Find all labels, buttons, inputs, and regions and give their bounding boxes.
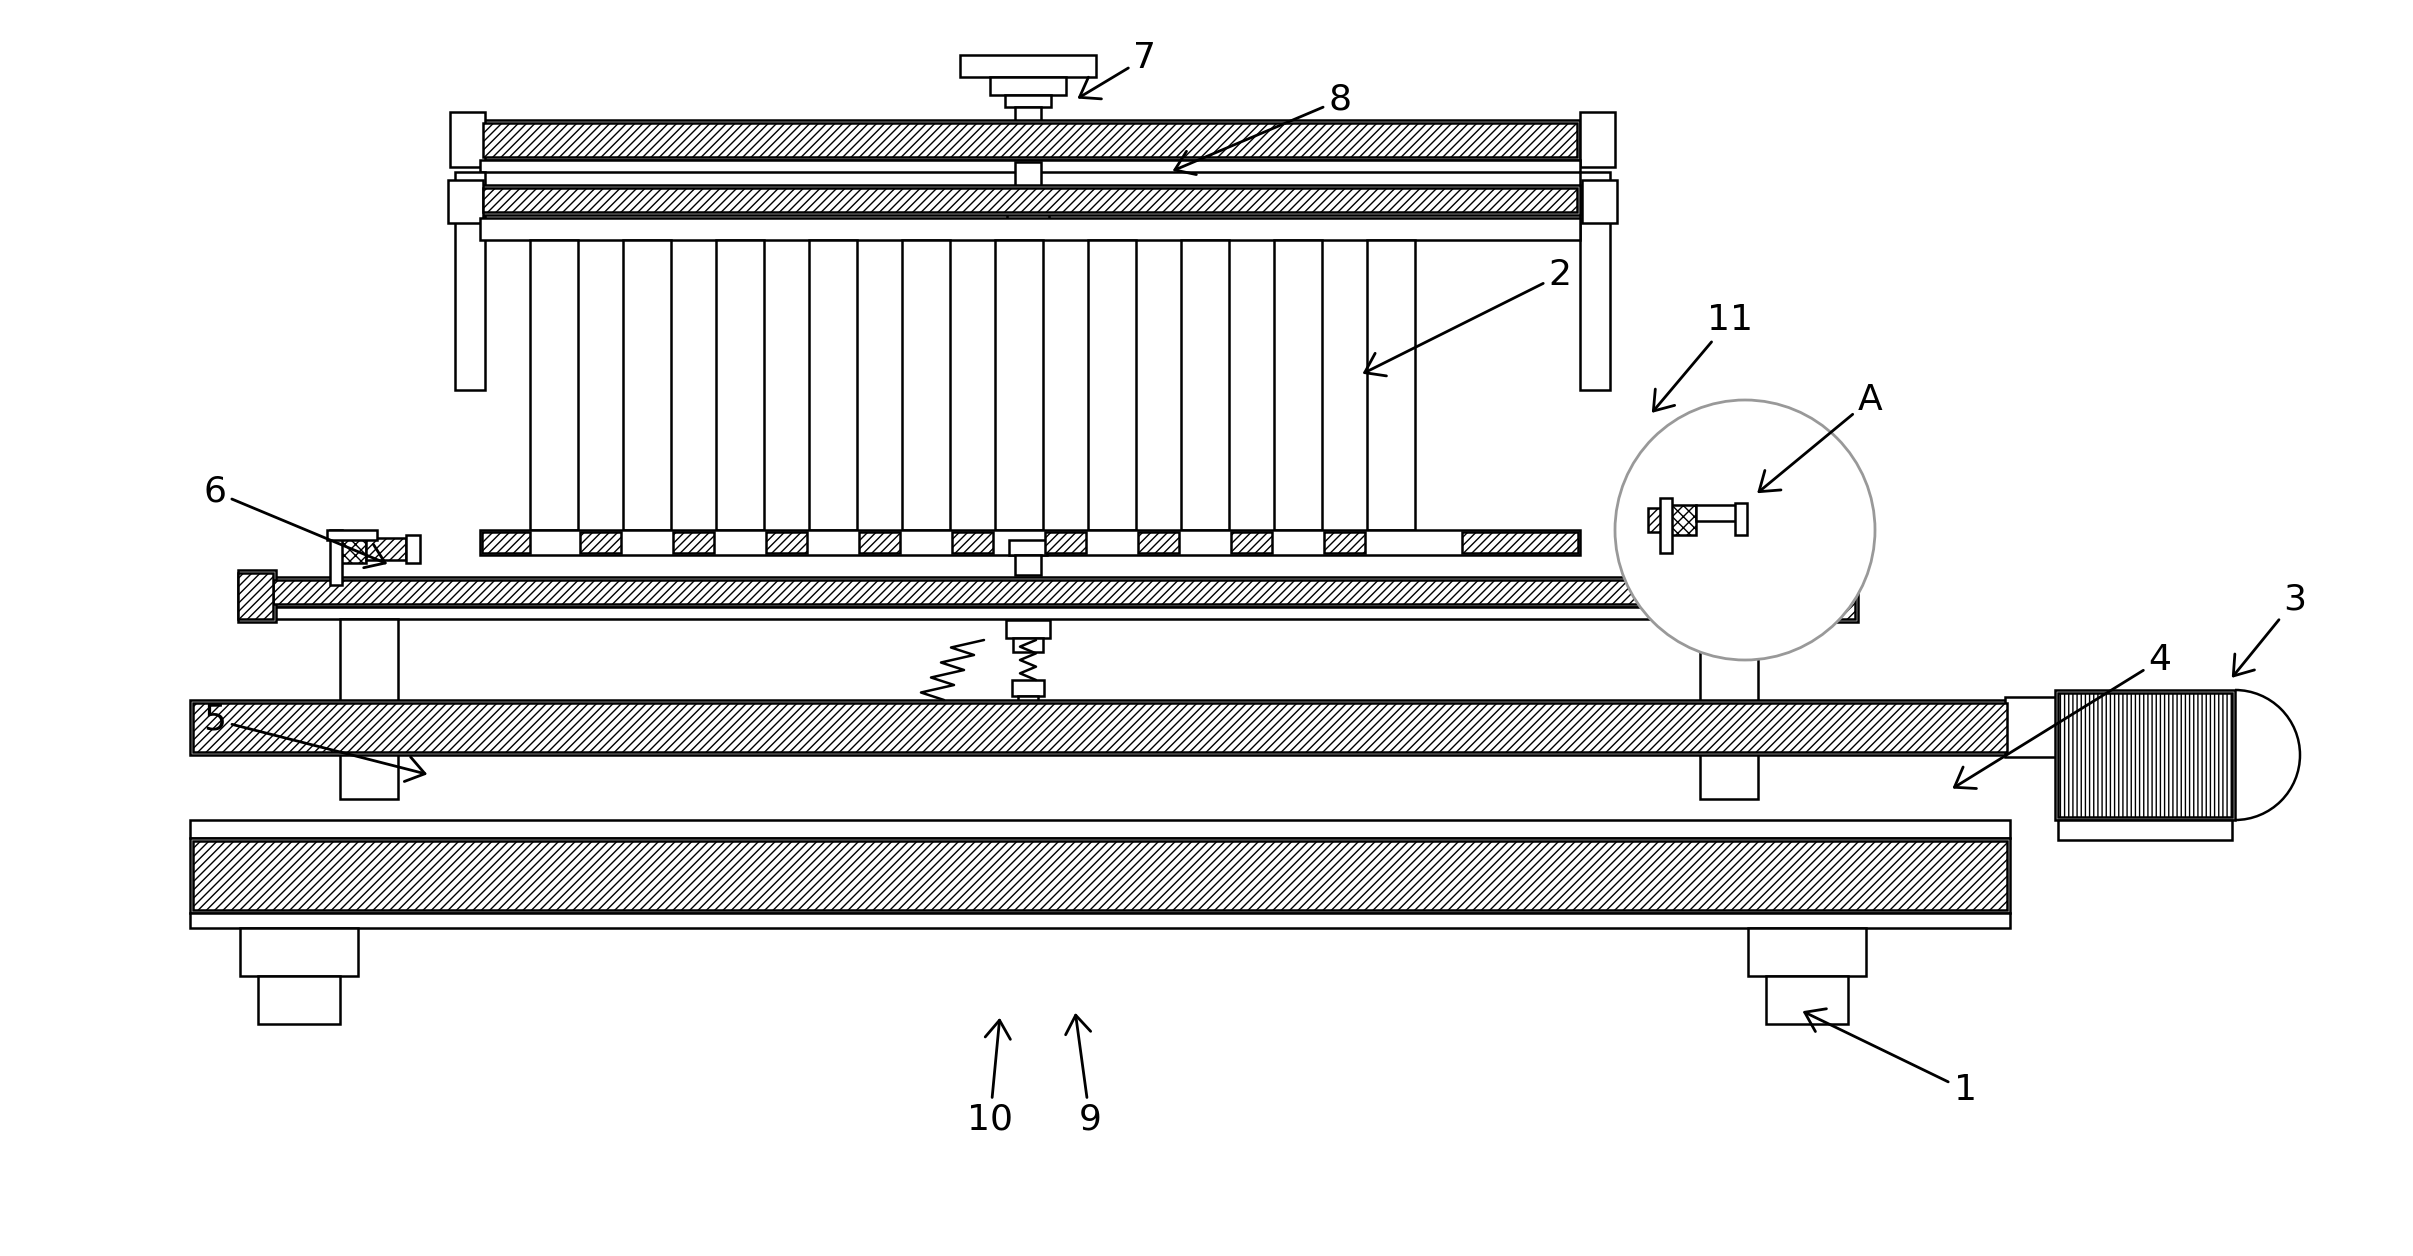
Bar [1819, 573, 1856, 619]
Bar [1274, 240, 1322, 530]
Bar [531, 240, 579, 530]
Bar [808, 240, 857, 530]
Bar [273, 580, 1817, 604]
Bar [1667, 505, 1696, 535]
Bar [1626, 535, 1641, 563]
Bar [191, 913, 2010, 928]
Bar [2058, 820, 2232, 840]
Bar [480, 219, 1581, 240]
Bar [960, 55, 1096, 77]
Bar [1088, 240, 1137, 530]
Bar [239, 570, 275, 622]
Bar [1581, 112, 1614, 167]
Bar [1009, 540, 1047, 555]
Bar [449, 112, 485, 167]
Bar [1011, 679, 1045, 696]
Bar [480, 185, 1581, 215]
Text: 2: 2 [1366, 257, 1571, 376]
Bar [258, 976, 340, 1024]
Bar [239, 928, 357, 976]
Bar [331, 530, 343, 585]
Bar [2056, 690, 2234, 820]
Text: 7: 7 [1079, 41, 1156, 99]
Bar [270, 577, 1819, 607]
Bar [1581, 172, 1609, 391]
Bar [1016, 555, 1040, 575]
Bar [1583, 180, 1617, 224]
Bar [1368, 240, 1414, 530]
Bar [405, 535, 420, 563]
Bar [328, 530, 376, 540]
Text: 4: 4 [1955, 643, 2172, 789]
Bar [994, 240, 1042, 530]
Bar [483, 123, 1578, 157]
Bar [1045, 533, 1086, 553]
Bar [1667, 530, 1718, 540]
Bar [1006, 210, 1050, 229]
Bar [902, 240, 951, 530]
Circle shape [1614, 399, 1875, 659]
Bar [338, 535, 367, 563]
Bar [717, 240, 765, 530]
Text: 10: 10 [968, 1020, 1013, 1137]
Bar [997, 190, 1059, 210]
Bar [191, 700, 2010, 755]
Bar [480, 530, 1581, 555]
Bar [191, 820, 2010, 838]
Bar [989, 77, 1067, 95]
Bar [1660, 497, 1672, 553]
Bar [1018, 696, 1038, 718]
Bar [2058, 693, 2232, 816]
Bar [1747, 928, 1865, 976]
Bar [1016, 107, 1040, 162]
Bar [1006, 620, 1050, 638]
Bar [1648, 507, 1670, 533]
Bar [1004, 95, 1052, 107]
Bar [1016, 162, 1040, 190]
Text: 8: 8 [1175, 83, 1351, 175]
Bar [1735, 502, 1747, 535]
Bar [1696, 505, 1735, 521]
Bar [953, 533, 994, 553]
Bar [480, 121, 1581, 160]
Bar [673, 533, 714, 553]
Bar [1016, 229, 1040, 540]
Bar [1766, 976, 1848, 1024]
Text: A: A [1759, 383, 1882, 491]
Bar [1701, 619, 1759, 799]
Bar [859, 533, 900, 553]
Bar [1462, 533, 1578, 553]
Bar [1180, 240, 1228, 530]
Bar [579, 533, 620, 553]
Bar [1325, 533, 1366, 553]
Bar [191, 838, 2010, 913]
Bar [1819, 570, 1858, 622]
Bar [340, 619, 398, 799]
Bar [193, 703, 2008, 752]
Bar [483, 533, 531, 553]
Bar [449, 180, 483, 224]
Bar [480, 160, 1581, 172]
Bar [1013, 638, 1042, 652]
Bar [1139, 533, 1180, 553]
Bar [1231, 533, 1272, 553]
Bar [1706, 530, 1718, 585]
Bar [367, 538, 405, 560]
Bar [765, 533, 806, 553]
Bar [1660, 535, 1689, 563]
Bar [270, 607, 1819, 619]
Bar [623, 240, 671, 530]
Text: 9: 9 [1067, 1015, 1100, 1137]
Bar [483, 188, 1578, 212]
Text: 3: 3 [2234, 583, 2307, 676]
Text: 5: 5 [203, 703, 425, 781]
Text: 6: 6 [203, 475, 386, 568]
Bar [2005, 697, 2061, 757]
Text: 11: 11 [1653, 303, 1752, 411]
Bar [1641, 538, 1663, 560]
Bar [193, 842, 2008, 911]
Bar [239, 573, 273, 619]
Bar [456, 172, 485, 391]
Text: 1: 1 [1805, 1009, 1976, 1107]
